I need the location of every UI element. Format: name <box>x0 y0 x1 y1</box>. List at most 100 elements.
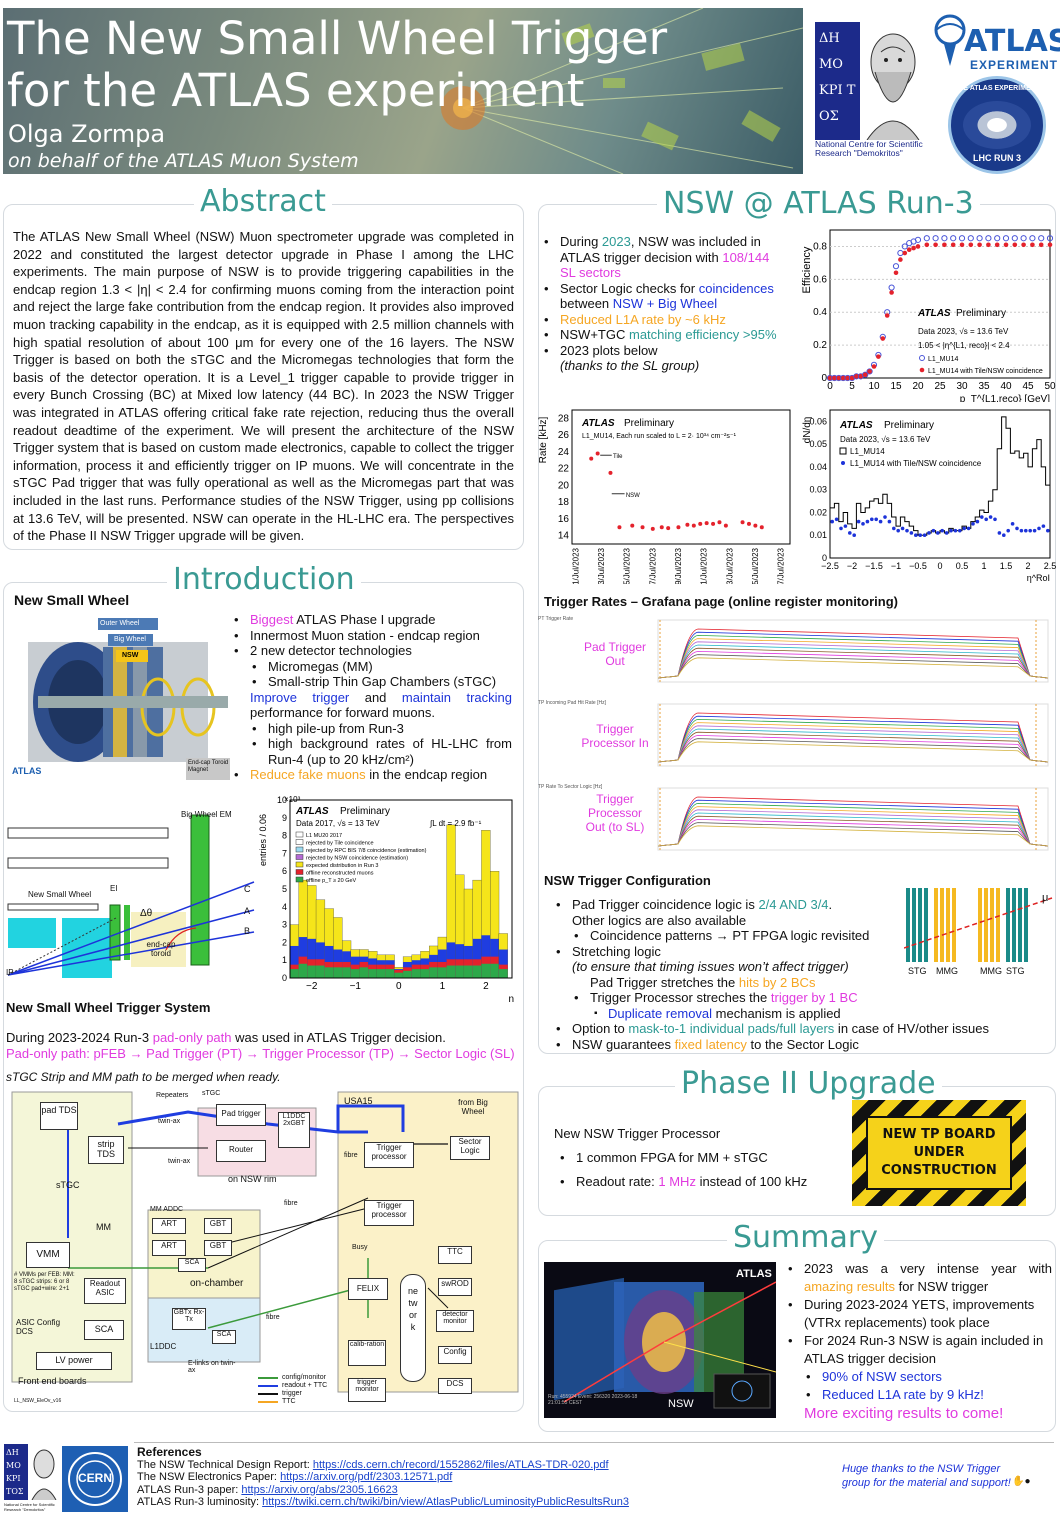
eta-bar-offline-pt <box>307 965 317 978</box>
box-lv-power: LV power <box>36 1352 112 1370</box>
eta-ytick: 3 <box>282 920 287 930</box>
layer-strip <box>952 888 956 962</box>
eff-point-coinc <box>902 250 908 256</box>
grafana-panels: PT Trigger Rate TP Incoming Pad Hit Rate … <box>538 612 1056 868</box>
dn-point-coinc <box>958 528 962 533</box>
eff-point-mu14 <box>932 235 939 242</box>
rate-point <box>746 521 751 526</box>
header-banner: The New Small Wheel Trigger for the ATLA… <box>3 8 803 174</box>
phase2-heading: Phase II Upgrade <box>675 1066 942 1101</box>
summary-bullet-5: Reduced L1A rate by 9 kHz! <box>786 1386 1052 1404</box>
eff-point-coinc <box>950 242 956 248</box>
eta-ytick: 1 <box>282 955 287 965</box>
config-bullets: Pad Trigger coincidence logic is 2/4 AND… <box>554 897 1054 1052</box>
dn-point-coinc <box>1006 528 1010 533</box>
rate-ytick: 26 <box>558 430 570 441</box>
dn-point-coinc <box>993 517 997 522</box>
footer-divider <box>134 1442 1054 1443</box>
introduction-heading: Introduction <box>167 562 361 597</box>
demokritos-logo: ΔΗ ΜΟ ΚΡΙ ΤΟΣ National Centre for Scient… <box>815 22 925 158</box>
rate-point <box>723 523 728 528</box>
vmm-note: # VMMs per FEB: MM: 8 sTGC strips: 6 or … <box>14 1272 75 1292</box>
dn-xtick: −0.5 <box>909 561 927 571</box>
layer-pattern-figure: STG MMG MMG STG μ <box>903 884 1054 980</box>
rate-point <box>676 525 681 530</box>
config-bullet-7: Option to mask-to-1 individual pads/full… <box>554 1021 1054 1037</box>
eff-legend-mark-b <box>919 367 925 373</box>
eff-point-coinc <box>862 372 868 378</box>
dn-point-coinc <box>914 533 918 538</box>
dn-point-coinc <box>896 528 900 533</box>
demokritos-mark: ΔΗ ΜΟ ΚΡΙ ΤΟΣ <box>815 22 860 140</box>
config-bullet-6: Duplicate removal mechanism is applied <box>554 1006 1054 1022</box>
box-trigger-monitor: trigger monitor <box>348 1378 386 1402</box>
dn-point-coinc <box>953 528 958 533</box>
eta-bar-offline-pt <box>481 963 491 978</box>
layer-strip <box>1012 888 1016 962</box>
reference-3-link[interactable]: https://arxiv.org/abs/2305.16623 <box>241 1483 398 1496</box>
eta-bar-offline-pt <box>455 965 465 978</box>
eff-point-coinc <box>836 375 842 381</box>
eta-legend-mark <box>295 869 304 875</box>
abstract-panel <box>3 204 524 550</box>
eff-point-coinc <box>898 257 903 262</box>
eta-bar-offline-pt <box>490 963 500 978</box>
reference-1-link[interactable]: https://cds.cern.ch/record/1552862/files… <box>312 1458 609 1471</box>
abstract-text: The ATLAS New Small Wheel (NSW) Muon spe… <box>13 229 514 544</box>
box-felix: FELIX <box>348 1278 388 1300</box>
rate-point <box>630 523 635 528</box>
rate-ylabel: Rate [kHz] <box>538 416 549 463</box>
summary-event-display: ATLAS NSW Run: 455924 Event: 256320 2023… <box>544 1262 776 1418</box>
eta-legend-mark <box>295 861 304 868</box>
nsw-geometry-figure: Big Wheel EM New Small Wheel EI Δθ end-c… <box>6 800 256 980</box>
run3-heading: NSW @ ATLAS Run-3 <box>657 186 980 221</box>
box-sca-feb: SCA <box>84 1320 124 1340</box>
eta-histogram: −2 −1 0 1 2 0 1 2 3 4 5 6 7 8 9 10 ×10³ entries / 0.06 η AT… <box>258 792 520 1005</box>
intro-bullet-3b: Small-strip Thin Gap Chambers (sTGC) <box>232 674 512 690</box>
rate-tile-label: Tile <box>613 454 623 460</box>
grafana-series-line <box>657 741 1049 763</box>
dn-point-coinc <box>834 517 839 522</box>
eff-point-coinc <box>977 242 982 248</box>
dn-point-coinc <box>971 522 975 526</box>
box-readout-asic: Readout ASIC <box>84 1278 126 1304</box>
geo-label-bigwheel: Big Wheel EM <box>181 810 232 819</box>
rate-xtick: 15/Jul/2023 <box>751 547 760 584</box>
eta-ylabel: entries / 0.06 <box>258 814 268 866</box>
sys-text-3: sTGC Strip and MM path to be merged when… <box>6 1070 281 1084</box>
eff-data: Data 2023, √s = 13.6 TeV <box>918 327 1009 336</box>
eta-bar-offline-pt <box>376 969 386 978</box>
dn-point-coinc <box>839 526 843 531</box>
eff-point-coinc <box>884 313 890 318</box>
event-display-background <box>441 8 803 174</box>
reference-2-link[interactable]: https://arxiv.org/pdf/2303.12571.pdf <box>280 1471 453 1483</box>
geo-label-toroid: end-cap toroid <box>146 940 176 958</box>
box-strip-tds: strip TDS <box>88 1136 124 1164</box>
layer-strip <box>912 888 916 962</box>
eta-legend-entry: expected distribution in Run 3 <box>306 863 378 869</box>
dndeta-plot: −2.5 −2 −1.5 −1 −0.5 0 0.5 1 1.5 2 2.5 0 0.01 0.02 0.0… <box>800 404 1056 584</box>
config-bullet-1b: Other logics are also available <box>572 912 747 928</box>
eff-point-coinc <box>840 375 846 381</box>
box-ttc: TTC <box>438 1246 472 1264</box>
label-from-big-wheel: from Big Wheel <box>458 1098 488 1116</box>
eta-bar-offline-pt <box>324 967 334 978</box>
dn-ylabel: dN/dη <box>802 417 813 444</box>
intro-bullet-3: 2 new detector technologies <box>232 643 512 659</box>
config-bullet-2: Coincidence patterns → PT FPGA logic rev… <box>554 928 1054 944</box>
reference-4-link[interactable]: https://twiki.cern.ch/twiki/bin/view/Atl… <box>262 1496 629 1508</box>
eta-ytick: 9 <box>282 813 287 823</box>
rate-note: L1_MU14, Each run scaled to L = 2· 10³⁴ … <box>582 433 737 440</box>
dn-point-coinc <box>900 526 905 531</box>
eff-cut: 1.05 < |η^{L1, reco}| < 2.4 <box>918 341 1010 350</box>
eta-bar-run3 <box>498 949 508 978</box>
run3-bullet-5b: (thanks to the SL group) <box>560 358 700 373</box>
intro-bullet-4a: high pile-up from Run-3 <box>232 721 512 737</box>
reference-4: ATLAS Run-3 luminosity: https://twiki.ce… <box>137 1496 629 1508</box>
dn-point-coinc <box>984 517 988 522</box>
dn-exp: ATLAS <box>839 420 873 431</box>
box-trigger-processor-1: Trigger processor <box>364 1142 414 1168</box>
layer-label-3: MMG <box>980 966 1002 976</box>
dn-point-coinc <box>1041 524 1046 528</box>
eff-point-mu14 <box>892 263 900 270</box>
